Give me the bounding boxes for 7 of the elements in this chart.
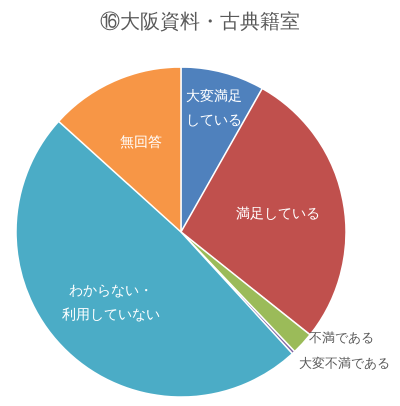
chart-title: ⑯大阪資料・古典籍室	[100, 9, 300, 33]
slice-label: わからない・利用していない	[62, 283, 160, 324]
slice-label: 不満である	[308, 331, 374, 346]
slice-label: 満足している	[236, 206, 320, 222]
slice-label: 無回答	[120, 134, 162, 151]
slice-label: 大変満足している	[186, 88, 242, 129]
slice-label: 大変不満である	[299, 356, 390, 372]
